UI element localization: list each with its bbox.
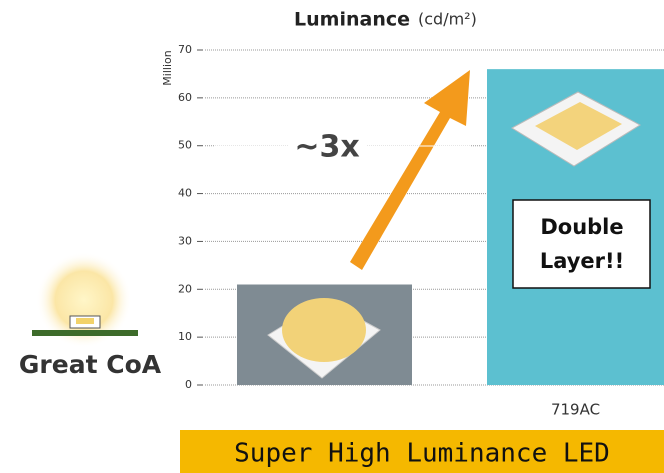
side-label: Great CoA: [19, 350, 162, 379]
y-tick-label: 10: [178, 330, 192, 343]
banner-text: Super High Luminance LED: [234, 439, 610, 469]
annotation: Layer!!: [540, 249, 624, 273]
y-tick-label: 20: [178, 282, 192, 295]
annotation: Double: [540, 215, 623, 239]
side-icon: [32, 252, 138, 348]
y-tick-label: 70: [178, 43, 192, 56]
y-tick-label: 50: [178, 139, 192, 152]
led-image: [511, 91, 642, 167]
y-tick-label: 40: [178, 187, 192, 200]
led-dome: [282, 298, 366, 362]
y-axis-label: Million: [161, 50, 174, 85]
led-chip: [535, 102, 622, 150]
plot: 0 10 20 30 40 50 60 70 719AC ~3x Double Layer!!: [178, 43, 664, 419]
x-tick-label: 719AC: [551, 401, 600, 419]
unit-label: (cd/m²): [418, 10, 477, 29]
annotation-bg: [288, 126, 366, 168]
led-image: [267, 298, 381, 379]
arrow: [350, 70, 470, 270]
y-tick-label: 60: [178, 91, 192, 104]
banner: [180, 430, 664, 473]
y-tick-label: 0: [185, 378, 192, 391]
chart-title: Luminance: [294, 9, 410, 31]
annotation: ~3x: [294, 130, 359, 165]
y-tick-label: 30: [178, 234, 192, 247]
annotation-box: [512, 199, 651, 289]
